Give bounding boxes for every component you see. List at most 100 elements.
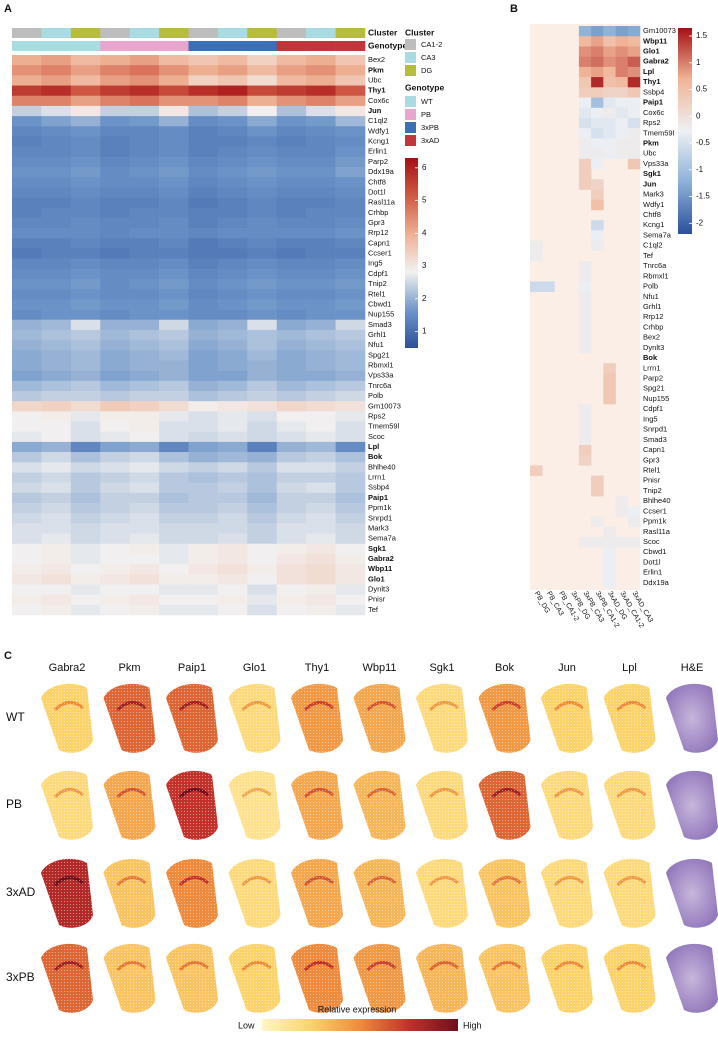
colorbar-tick-label: -1.5 <box>696 192 710 201</box>
heatmap-cell <box>335 177 366 188</box>
heatmap-cell <box>276 55 307 66</box>
heatmap-cell <box>276 472 307 483</box>
heatmap-cell <box>12 431 42 443</box>
heatmap-cell <box>276 482 307 494</box>
heatmap-cell <box>12 136 42 147</box>
heatmap-cell <box>276 268 307 280</box>
heatmap-cell <box>591 148 604 160</box>
heatmap-cell <box>603 547 616 558</box>
heatmap-cell <box>70 75 101 86</box>
heatmap-cell <box>100 268 130 280</box>
heatmap-cell <box>70 55 101 66</box>
gene-label: Jun <box>368 106 382 115</box>
heatmap-cell <box>335 503 366 514</box>
heatmap-cell <box>159 319 189 331</box>
heatmap-cell <box>627 56 641 68</box>
heatmap-cell <box>159 279 189 290</box>
heatmap-cell <box>276 319 307 331</box>
he-image <box>666 858 718 928</box>
heatmap-cell <box>129 105 160 117</box>
gene-label: Sgk1 <box>643 169 661 178</box>
heatmap-cell <box>306 177 336 188</box>
gene-label: Crhbp <box>368 208 388 217</box>
heatmap-cell <box>12 116 42 127</box>
heatmap-cell <box>159 503 189 514</box>
heatmap-cell <box>306 167 336 178</box>
gene-label: Lrrn1 <box>368 473 386 482</box>
gene-label: Rbmxl1 <box>368 361 393 370</box>
heatmap-cell <box>41 452 72 463</box>
heatmap-cell <box>578 444 592 456</box>
heatmap-cell <box>276 116 307 127</box>
gene-label: Ubc <box>368 75 382 84</box>
heatmap-cell <box>100 472 130 483</box>
heatmap-cell <box>217 350 248 361</box>
heatmap-cell <box>70 523 101 534</box>
heatmap-cell <box>129 472 160 483</box>
heatmap-cell <box>603 577 616 589</box>
cluster-annotation <box>129 28 160 38</box>
heatmap-cell <box>247 482 278 494</box>
heatmap-cell <box>12 492 42 504</box>
spot-texture <box>291 858 343 928</box>
heatmap-cell <box>70 126 101 137</box>
heatmap-cell <box>159 299 189 310</box>
he-image <box>666 943 718 1013</box>
gene-label: Ddx19a <box>643 578 670 587</box>
heatmap-cell <box>306 299 336 310</box>
heatmap-cell <box>188 207 219 219</box>
heatmap-cell <box>41 55 72 66</box>
heatmap-cell <box>627 128 641 139</box>
heatmap-cell <box>70 421 101 433</box>
heatmap-cell <box>335 604 366 616</box>
spot-texture <box>603 858 656 928</box>
heatmap-cell <box>70 329 101 341</box>
heatmap-cell <box>41 116 72 127</box>
heatmap-cell <box>306 105 336 117</box>
heatmap-cell <box>159 523 189 534</box>
heatmap-cell <box>591 66 604 78</box>
heatmap-cell <box>615 97 629 109</box>
heatmap-cell <box>100 370 130 382</box>
heatmap-cell <box>615 36 629 47</box>
heatmap-cell <box>100 594 130 606</box>
cluster-annotation <box>247 28 278 38</box>
heatmap-cell <box>276 543 307 555</box>
heatmap-cell <box>578 281 592 292</box>
heatmap-cell <box>188 279 219 290</box>
heatmap-cell <box>129 462 160 473</box>
heatmap-cell <box>188 340 219 351</box>
gene-label: Rbmxl1 <box>643 271 668 280</box>
heatmap-cell <box>12 177 42 188</box>
gene-label: Ubc <box>643 149 657 158</box>
heatmap-cell <box>100 279 130 290</box>
gene-label: Rasl11a <box>368 198 396 207</box>
gene-label: Lpl <box>368 442 379 451</box>
heatmap-cell <box>217 105 248 117</box>
heatmap-cell <box>188 177 219 188</box>
spot-texture <box>541 770 593 840</box>
heatmap-cell <box>188 217 219 229</box>
gene-label: Snrpd1 <box>368 513 392 522</box>
heatmap-cell <box>129 411 160 422</box>
gene-label: Lpl <box>643 67 654 76</box>
heatmap-cell <box>578 117 592 129</box>
heatmap-cell <box>591 158 604 170</box>
heatmap-cell <box>335 65 366 76</box>
heatmap-cell <box>159 217 189 229</box>
heatmap-cell <box>603 526 616 538</box>
heatmap-cell <box>578 169 592 180</box>
gene-label: Tef <box>368 605 379 614</box>
colorbar-tick-label: 5 <box>422 196 427 205</box>
heatmap-cell <box>247 543 278 555</box>
heatmap-cell <box>247 248 278 259</box>
heatmap-cell <box>276 309 307 321</box>
heatmap-cell <box>159 513 189 524</box>
heatmap-cell <box>335 126 366 137</box>
heatmap-cell <box>12 105 42 117</box>
gene-label: Sema7a <box>643 230 672 239</box>
gene-label: Ing5 <box>368 259 383 268</box>
heatmap-cell <box>306 85 336 97</box>
heatmap-cell <box>129 441 160 453</box>
